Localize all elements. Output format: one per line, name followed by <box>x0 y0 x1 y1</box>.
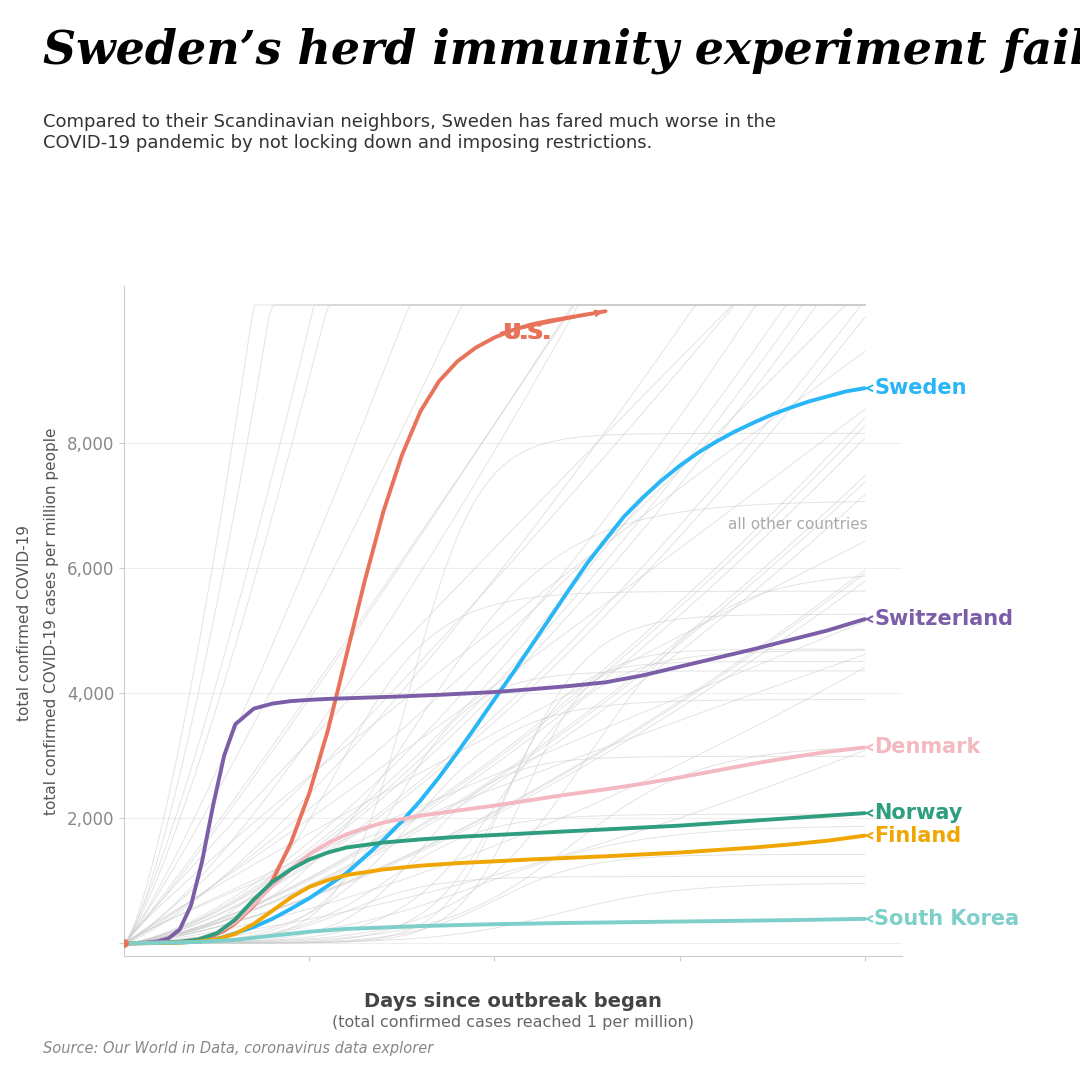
Text: SCI: SCI <box>981 1036 1012 1053</box>
Text: Sweden: Sweden <box>874 378 967 399</box>
Text: U.S.: U.S. <box>503 323 552 343</box>
Text: Finland: Finland <box>874 825 961 846</box>
Text: Denmark: Denmark <box>874 738 981 757</box>
Text: POP: POP <box>977 1003 1015 1022</box>
Text: total confirmed COVID-19: total confirmed COVID-19 <box>17 521 32 721</box>
Text: U.S.: U.S. <box>502 323 550 343</box>
Text: Sweden’s herd immunity experiment failed: Sweden’s herd immunity experiment failed <box>43 27 1080 73</box>
Text: Compared to their Scandinavian neighbors, Sweden has fared much worse in the
COV: Compared to their Scandinavian neighbors… <box>43 113 777 152</box>
Text: Switzerland: Switzerland <box>874 609 1013 630</box>
Text: South Korea: South Korea <box>874 909 1020 929</box>
Text: Source: Our World in Data, coronavirus data explorer: Source: Our World in Data, coronavirus d… <box>43 1041 433 1056</box>
Text: Days since outbreak began: Days since outbreak began <box>364 991 662 1011</box>
Text: Norway: Norway <box>874 804 962 823</box>
Text: all other countries: all other countries <box>728 516 867 531</box>
Y-axis label: total confirmed COVID-19 cases per million people: total confirmed COVID-19 cases per milli… <box>43 428 58 814</box>
Text: (total confirmed cases reached 1 per million): (total confirmed cases reached 1 per mil… <box>332 1015 694 1030</box>
